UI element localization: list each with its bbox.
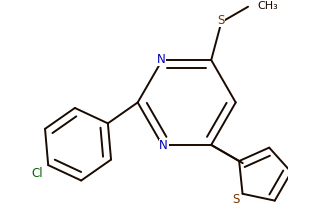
Text: Cl: Cl	[31, 167, 43, 180]
Text: S: S	[218, 14, 225, 27]
Text: S: S	[233, 193, 240, 206]
Text: N: N	[159, 139, 168, 152]
Text: N: N	[156, 53, 165, 66]
Text: CH₃: CH₃	[258, 1, 279, 11]
